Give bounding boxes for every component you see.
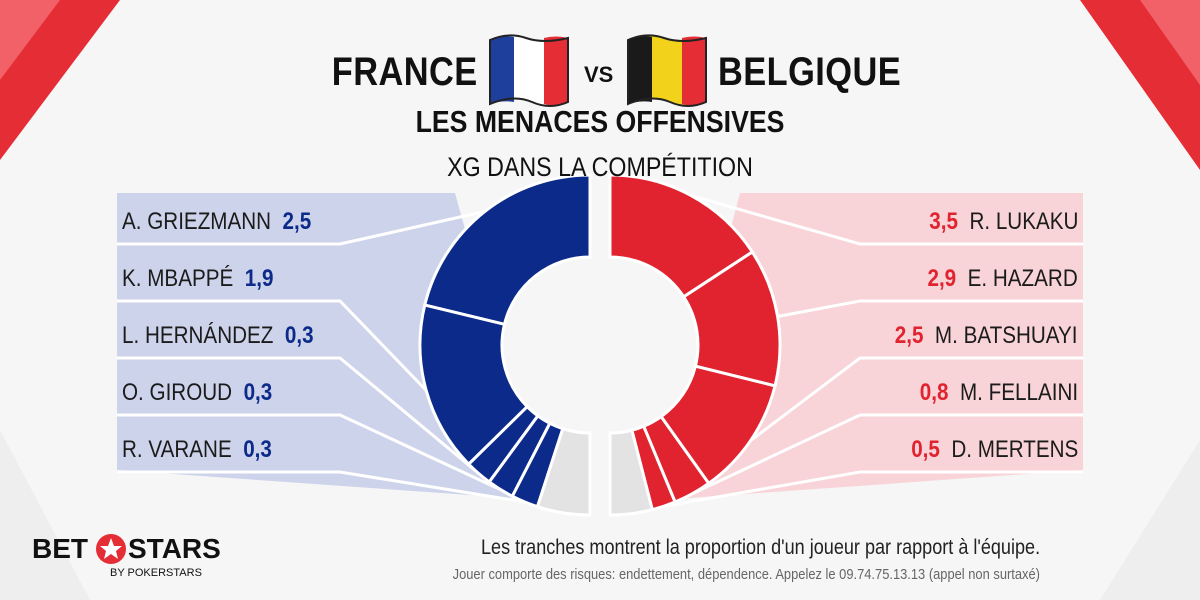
france-panel (117, 193, 540, 500)
header: FRANCE VS BELGIQUE (0, 22, 1200, 107)
connector-line (117, 209, 486, 246)
chart-title: LES MENACES OFFENSIVES (415, 104, 785, 139)
donut-slice-remainder (535, 426, 592, 517)
chart-subtitle: XG DANS LA COMPÉTITION (447, 152, 753, 182)
logo-text-right: STARS (128, 533, 221, 564)
player-label-be: 2,5 M. BATSHUAYI (895, 322, 1078, 350)
xg-value: 3,5 (928, 208, 958, 235)
connector-line (117, 413, 502, 491)
connector-line (117, 299, 428, 392)
player-label-fr: A. GRIEZMANN 2,5 (122, 208, 311, 236)
player-name: R. VARANE (122, 436, 232, 463)
xg-value: 0,3 (284, 322, 314, 349)
gambling-disclaimer: Jouer comporte des risques: endettement,… (452, 566, 1040, 583)
player-label-be: 0,8 M. FELLAINI (920, 379, 1078, 407)
player-name: A. GRIEZMANN (122, 208, 272, 235)
connector-line (690, 194, 1083, 246)
france-donut-chart (418, 173, 592, 517)
versus-label: VS (584, 62, 614, 87)
chart-caption: Les tranches montrent la proportion d'un… (480, 536, 1040, 559)
belgium-flag-icon (627, 34, 707, 107)
player-name: M. BATSHUAYI (935, 322, 1078, 349)
player-name: M. FELLAINI (959, 379, 1078, 406)
xg-value: 0,5 (910, 436, 940, 463)
connector-line (777, 299, 1083, 318)
xg-value: 2,5 (895, 322, 924, 349)
logo-text-left: BET (32, 533, 88, 564)
xg-value: 0,3 (243, 436, 272, 463)
team-right-title: BELGIQUE (718, 50, 902, 94)
xg-value: 2,5 (282, 208, 312, 235)
connector-line (117, 356, 480, 475)
connector-line (749, 356, 1083, 442)
belgium-panel (660, 193, 1083, 500)
betstars-logo: BET STARS BY POKERSTARS (32, 533, 221, 579)
player-name: R. LUKAKU (969, 208, 1078, 235)
xg-value: 2,9 (927, 265, 957, 292)
player-name: K. MBAPPÉ (122, 265, 234, 292)
player-label-be: 0,5 D. MERTENS (911, 436, 1078, 464)
connector-line (117, 470, 525, 504)
connector-lines (117, 194, 1083, 508)
player-label-fr: R. VARANE 0,3 (122, 436, 272, 464)
player-name: L. HERNÁNDEZ (122, 322, 274, 349)
xg-value: 0,3 (243, 379, 273, 406)
xg-value: 0,8 (919, 379, 949, 406)
connector-line (691, 413, 1083, 496)
belgium-donut-chart (608, 173, 782, 517)
xg-value: 1,9 (244, 265, 274, 292)
player-label-fr: K. MBAPPÉ 1,9 (122, 265, 273, 293)
player-name: O. GIROUD (122, 379, 233, 406)
logo-subtext: BY POKERSTARS (110, 567, 202, 579)
player-label-be: 3,5 R. LUKAKU (929, 208, 1078, 236)
player-label-fr: O. GIROUD 0,3 (122, 379, 272, 407)
player-name: E. HAZARD (967, 265, 1078, 292)
donut-slice-remainder (608, 428, 655, 517)
france-flag-icon (489, 34, 569, 107)
donut-slice-a-griezmann (422, 173, 592, 327)
team-left-title: FRANCE (332, 50, 478, 94)
connector-line (663, 470, 1083, 508)
player-name: D. MERTENS (951, 436, 1078, 463)
player-label-fr: L. HERNÁNDEZ 0,3 (122, 322, 314, 350)
player-label-be: 2,9 E. HAZARD (928, 265, 1078, 293)
